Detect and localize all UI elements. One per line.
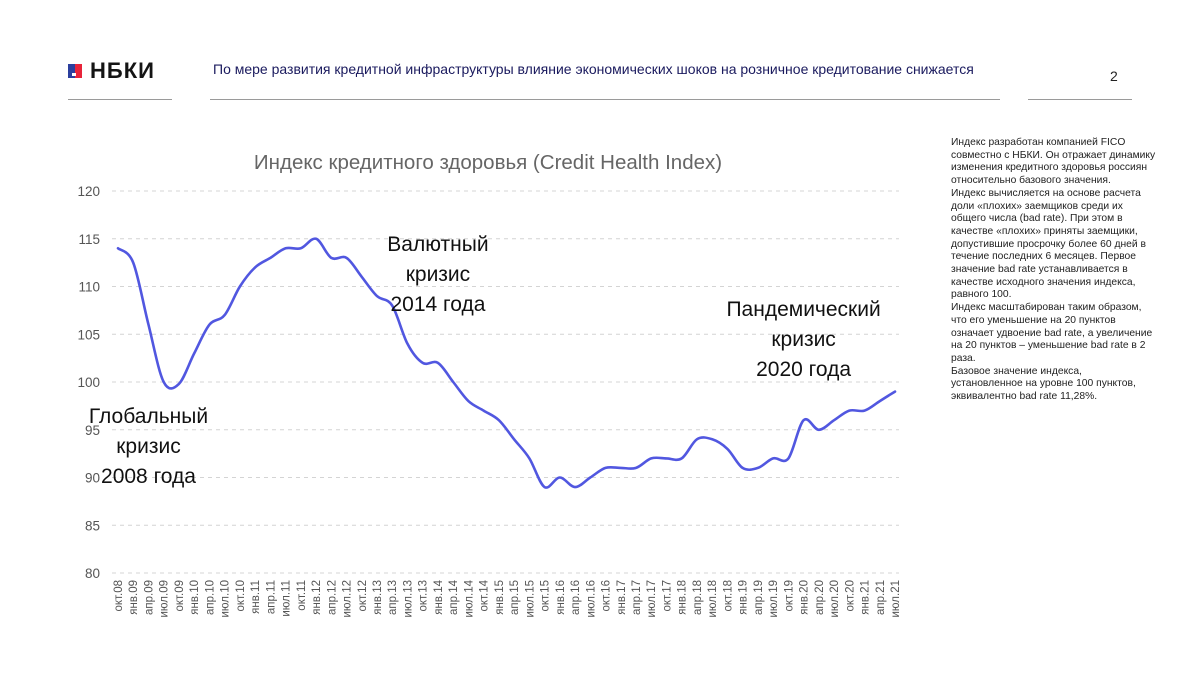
crisis-annotation: Пандемический кризис 2020 года [726,298,880,381]
x-tick-label: июл.15 [524,580,536,618]
x-tick-label: янв.12 [311,580,323,615]
x-tick-label: янв.17 [616,580,628,615]
x-tick-label: окт.12 [357,580,369,612]
y-tick-label: 100 [77,375,100,390]
logo-text: НБКИ [90,58,155,83]
chart-series-line [116,237,897,489]
x-tick-label: окт.08 [113,580,125,612]
y-tick-label: 105 [77,327,100,342]
x-tick-label: апр.19 [753,580,765,615]
x-tick-label: апр.09 [143,580,155,615]
x-tick-label: окт.18 [722,580,734,612]
y-tick-label: 120 [77,184,100,199]
x-tick-label: апр.21 [875,580,887,615]
chart-title: Индекс кредитного здоровья (Credit Healt… [254,151,722,174]
x-tick-label: янв.16 [555,580,567,615]
x-tick-label: окт.20 [844,580,856,612]
x-tick-label: янв.10 [189,580,201,615]
x-tick-label: окт.13 [418,580,430,612]
description-paragraph: Базовое значение индекса, установленное … [951,365,1136,403]
x-tick-label: июл.17 [646,580,658,618]
x-tick-label: июл.20 [829,580,841,618]
x-tick-label: июл.10 [220,580,232,618]
x-tick-label: окт.09 [174,580,186,612]
x-tick-label: янв.21 [860,580,872,615]
description-paragraph: Индекс масштабирован таким образом, что … [951,302,1153,364]
x-tick-label: апр.20 [814,580,826,615]
x-tick-label: янв.20 [799,580,811,615]
x-tick-label: июл.09 [159,580,171,618]
x-tick-label: окт.16 [601,580,613,612]
x-tick-label: июл.12 [342,580,354,618]
x-tick-label: окт.15 [540,580,552,612]
headline-underline [210,99,1000,100]
x-tick-label: окт.14 [479,579,491,611]
y-tick-label: 110 [78,280,100,295]
x-tick-label: янв.19 [738,580,750,615]
credit-health-index-chart: Индекс кредитного здоровья (Credit Healt… [77,151,902,618]
x-tick-label: апр.11 [265,580,277,614]
x-tick-label: апр.15 [509,580,521,615]
x-tick-label: апр.16 [570,580,582,615]
x-tick-label: апр.17 [631,580,643,615]
x-tick-label: апр.13 [387,580,399,615]
x-tick-label: июл.14 [463,579,475,617]
x-tick-label: апр.12 [326,580,338,615]
x-tick-label: июл.18 [707,580,719,618]
x-tick-label: янв.18 [677,580,689,615]
x-tick-label: апр.18 [692,580,704,615]
slide-headline: По мере развития кредитной инфраструктур… [213,61,974,77]
x-tick-label: окт.11 [296,580,308,611]
y-tick-label: 85 [85,518,100,533]
description-paragraph: Индекс разработан компанией FICO совмест… [951,137,1156,187]
x-tick-label: янв.11 [250,580,262,614]
x-tick-label: окт.10 [235,580,247,612]
x-tick-label: июл.13 [402,580,414,618]
y-tick-label: 95 [85,423,100,438]
y-tick-label: 115 [78,232,100,247]
page-number: 2 [1110,68,1118,84]
logo-underline [68,99,172,100]
x-tick-label: янв.14 [433,579,445,614]
description-paragraph: Индекс вычисляется на основе расчета дол… [951,187,1146,301]
x-tick-label: окт.17 [661,580,673,612]
x-tick-label: окт.19 [783,580,795,612]
x-tick-label: апр.14 [448,579,460,615]
index-description: Индекс разработан компанией FICO совмест… [951,137,1156,404]
y-tick-label: 80 [85,566,100,581]
x-tick-label: янв.13 [372,580,384,615]
x-tick-label: янв.15 [494,580,506,615]
crisis-annotation: Валютный кризис 2014 года [387,233,488,316]
x-tick-label: июл.16 [585,580,597,618]
x-tick-label: апр.10 [204,580,216,615]
page-number-underline [1028,99,1132,100]
crisis-annotation: Глобальный кризис 2008 года [89,405,208,488]
x-tick-label: июл.11 [281,580,293,617]
x-tick-label: июл.19 [768,580,780,618]
x-tick-label: июл.21 [890,580,902,618]
y-tick-label: 90 [85,471,100,486]
flag-logo-icon [68,64,82,78]
x-tick-label: янв.09 [128,580,140,615]
logo: НБКИ [68,58,155,84]
